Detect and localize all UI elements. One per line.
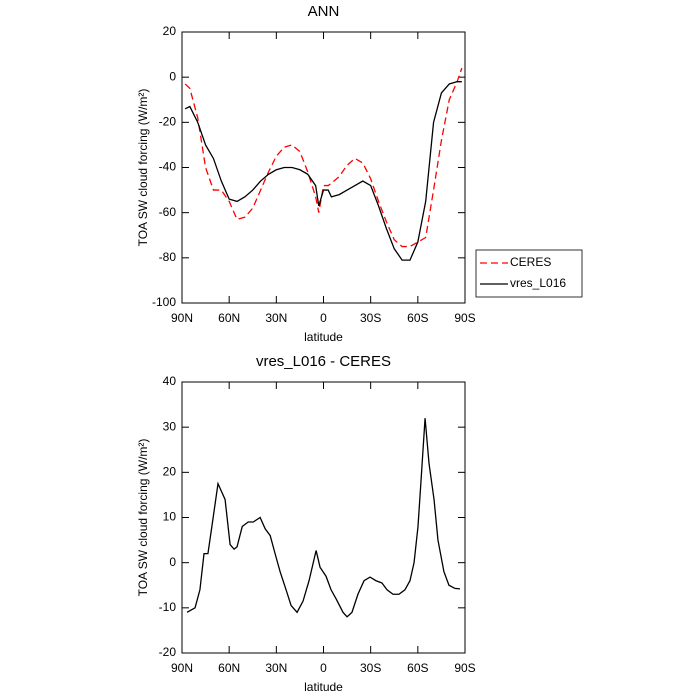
- data-line: [184, 67, 463, 248]
- x-tick-label: 90N: [171, 661, 193, 675]
- chart-title: ANN: [308, 3, 340, 20]
- x-tick-label: 60N: [218, 311, 240, 325]
- y-tick-label: 10: [163, 510, 177, 524]
- x-tick-label: 60N: [218, 661, 240, 675]
- y-tick-label: -10: [159, 600, 177, 614]
- y-axis-label: TOA SW cloud forcing (W/m²): [136, 439, 150, 597]
- y-tick-label: -80: [159, 250, 177, 264]
- x-axis-label: latitude: [304, 330, 343, 344]
- x-axis-label: latitude: [304, 680, 343, 694]
- y-tick-label: 0: [169, 555, 176, 569]
- y-tick-label: 20: [163, 24, 177, 38]
- x-tick-label: 90S: [454, 311, 475, 325]
- y-tick-label: 20: [163, 465, 177, 479]
- y-tick-label: 40: [163, 374, 177, 388]
- data-line: [184, 81, 462, 261]
- data-line: [186, 418, 461, 618]
- legend-box: [475, 249, 583, 298]
- plot-frame: [181, 381, 466, 654]
- chart-title: vres_L016 - CERES: [256, 353, 391, 370]
- x-tick-label: 30S: [360, 311, 381, 325]
- y-tick-label: 0: [169, 69, 176, 83]
- plot-frame: [181, 31, 466, 304]
- x-tick-label: 30N: [265, 661, 287, 675]
- y-tick-label: -20: [159, 115, 177, 129]
- x-tick-label: 30N: [265, 311, 287, 325]
- x-tick-label: 30S: [360, 661, 381, 675]
- legend-label: vres_L016: [510, 276, 566, 290]
- y-tick-label: -40: [159, 160, 177, 174]
- y-tick-label: -60: [159, 205, 177, 219]
- y-tick-label: -20: [159, 645, 177, 659]
- y-axis-label: TOA SW cloud forcing (W/m²): [136, 89, 150, 247]
- legend-label: CERES: [510, 255, 551, 269]
- x-tick-label: 60S: [407, 311, 428, 325]
- y-tick-label: -100: [152, 295, 176, 309]
- x-tick-label: 0: [320, 661, 327, 675]
- x-tick-label: 90N: [171, 311, 193, 325]
- x-tick-label: 60S: [407, 661, 428, 675]
- x-tick-label: 90S: [454, 661, 475, 675]
- x-tick-label: 0: [320, 311, 327, 325]
- y-tick-label: 30: [163, 419, 177, 433]
